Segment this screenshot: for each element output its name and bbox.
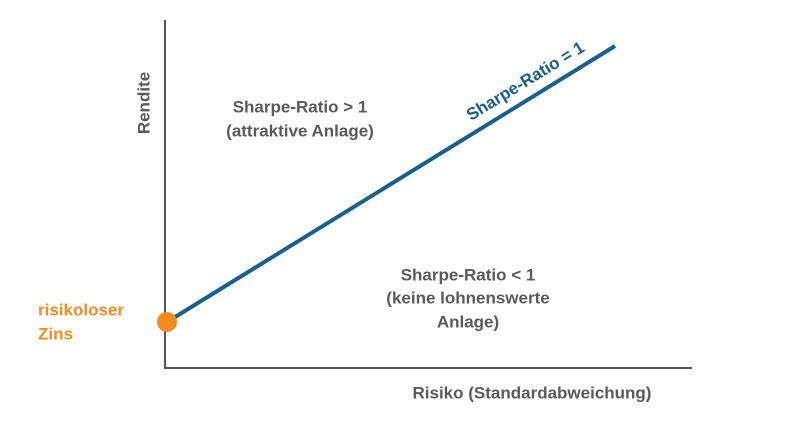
point-label: Zins [38,324,73,343]
region-text: Anlage) [437,312,499,331]
risk-free-point [157,312,177,332]
region-text: Sharpe-Ratio > 1 [233,97,368,116]
region-text: (attraktive Anlage) [226,121,374,140]
sharpe-line [165,44,617,324]
line-label: Sharpe-Ratio = 1 [463,38,588,125]
y-axis-label: Rendite [134,72,153,134]
x-axis-label: Risiko (Standardabweichung) [413,383,652,402]
point-label: risikoloser [38,300,124,319]
region-text: Sharpe-Ratio < 1 [401,265,536,284]
region-text: (keine lohnenswerte [386,288,549,307]
